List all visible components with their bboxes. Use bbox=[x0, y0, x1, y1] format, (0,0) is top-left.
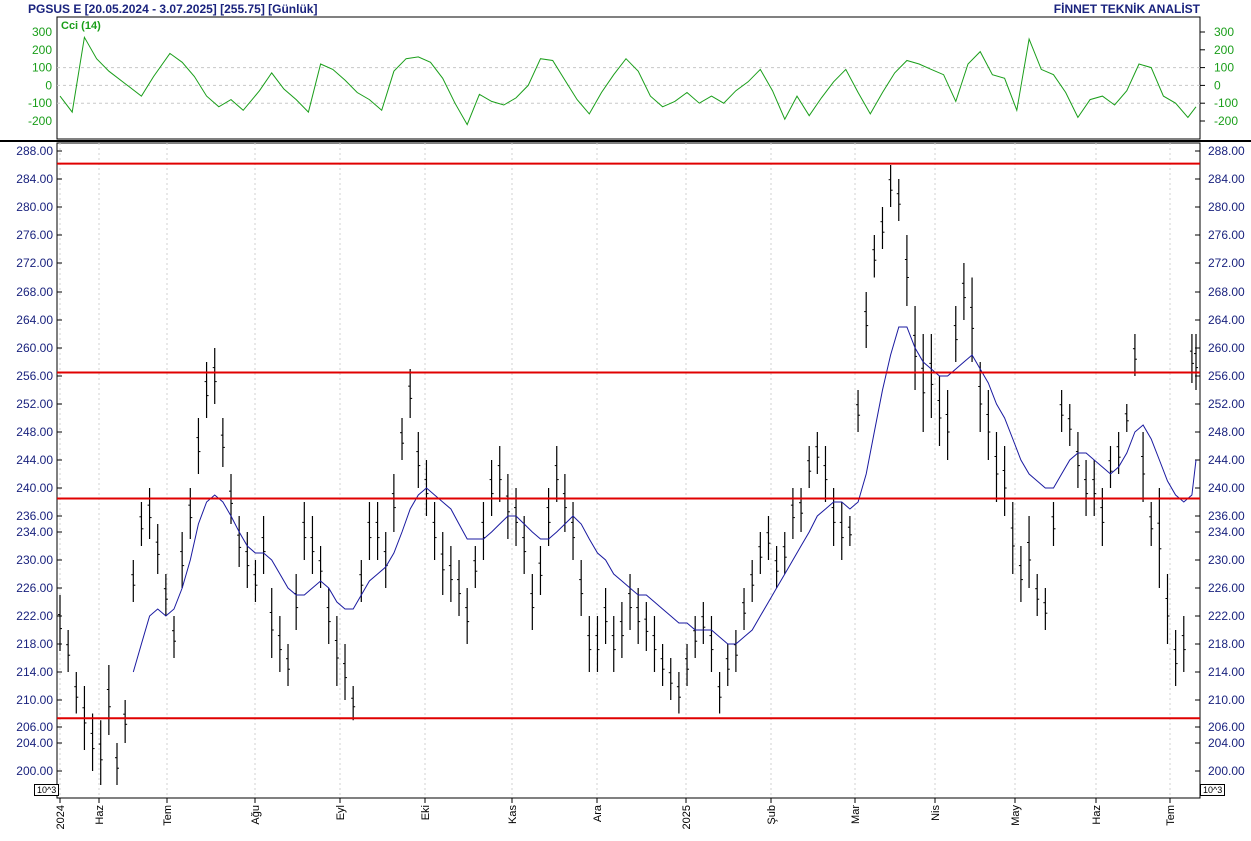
price-tick-label: 218.00 bbox=[16, 637, 53, 651]
price-tick-label: 244.00 bbox=[1208, 453, 1245, 467]
horizontal-levels bbox=[57, 162, 1200, 720]
price-tick-label: 236.00 bbox=[16, 509, 53, 523]
price-vertical-gridlines bbox=[59, 143, 1171, 798]
time-axis-label: Tem bbox=[1165, 805, 1177, 826]
cci-tick-label: -200 bbox=[1214, 114, 1238, 128]
cci-tick-label: -200 bbox=[28, 114, 52, 128]
price-tick-label: 272.00 bbox=[16, 256, 53, 270]
cci-tick-label: 300 bbox=[32, 25, 52, 39]
price-tick-label: 284.00 bbox=[16, 172, 53, 186]
price-tick-label: 210.00 bbox=[16, 693, 53, 707]
price-tick-label: 214.00 bbox=[16, 665, 53, 679]
price-tick-label: 222.00 bbox=[16, 609, 53, 623]
time-axis-label: Eki bbox=[420, 805, 432, 820]
price-tick-label: 222.00 bbox=[1208, 609, 1245, 623]
price-tick-label: 272.00 bbox=[1208, 256, 1245, 270]
chart-header-brand: FİNNET TEKNİK ANALİST bbox=[1053, 2, 1200, 16]
price-tick-label: 284.00 bbox=[1208, 172, 1245, 186]
price-tick-label: 260.00 bbox=[16, 341, 53, 355]
price-tick-label: 252.00 bbox=[16, 397, 53, 411]
time-axis-label: Mar bbox=[850, 805, 862, 824]
price-tick-label: 234.00 bbox=[16, 525, 53, 539]
cci-tick-label: -100 bbox=[1214, 96, 1238, 110]
price-tick-label: 280.00 bbox=[16, 200, 53, 214]
time-axis-label: Tem bbox=[162, 805, 174, 826]
price-tick-label: 264.00 bbox=[16, 313, 53, 327]
price-exponent-label-right: 10^3 bbox=[1200, 784, 1226, 796]
price-tick-label: 206.00 bbox=[16, 720, 53, 734]
cci-axis-left: 300 200 100 0 -100 -200 bbox=[28, 25, 52, 128]
time-axis-label: 2024 bbox=[55, 805, 67, 829]
price-tick-label: 280.00 bbox=[1208, 200, 1245, 214]
price-tick-label: 240.00 bbox=[1208, 481, 1245, 495]
price-tick-label: 200.00 bbox=[16, 764, 53, 778]
price-tick-label: 200.00 bbox=[1208, 764, 1245, 778]
price-tick-label: 230.00 bbox=[1208, 553, 1245, 567]
price-tick-label: 226.00 bbox=[1208, 581, 1245, 595]
price-tick-label: 256.00 bbox=[16, 369, 53, 383]
price-axis-left: 288.00 284.00 280.00 276.00 272.00 268.00 264.… bbox=[16, 144, 62, 778]
price-tick-label: 264.00 bbox=[1208, 313, 1245, 327]
price-tick-label: 248.00 bbox=[16, 425, 53, 439]
price-tick-label: 252.00 bbox=[1208, 397, 1245, 411]
cci-panel-frame bbox=[56, 16, 1201, 140]
price-axis-right: 288.00 284.00 280.00 276.00 272.00 268.00 264.… bbox=[1195, 144, 1245, 778]
cci-series-line bbox=[59, 35, 1197, 126]
price-tick-label: 204.00 bbox=[16, 736, 53, 750]
moving-average-line bbox=[132, 326, 1197, 673]
cci-tick-label: 100 bbox=[32, 61, 52, 75]
cci-tick-label: 200 bbox=[1214, 43, 1234, 57]
price-tick-label: 240.00 bbox=[16, 481, 53, 495]
cci-axis-right: 300 200 100 0 -100 -200 bbox=[1200, 25, 1238, 128]
price-tick-label: 248.00 bbox=[1208, 425, 1245, 439]
time-axis-label: May bbox=[1010, 805, 1022, 826]
price-tick-label: 276.00 bbox=[1208, 228, 1245, 242]
cci-tick-label: 0 bbox=[1214, 78, 1221, 92]
price-tick-label: 230.00 bbox=[16, 553, 53, 567]
price-tick-label: 268.00 bbox=[16, 285, 53, 299]
price-tick-label: 256.00 bbox=[1208, 369, 1245, 383]
price-tick-label: 288.00 bbox=[16, 144, 53, 158]
chart-header-title: PGSUS E [20.05.2024 - 3.07.2025] [255.75… bbox=[28, 2, 318, 16]
time-axis: 2024 Haz Tem Ağu Eyl Eki Kas Ara 2025 Şub Mar Nis Ma… bbox=[55, 798, 1177, 829]
price-tick-label: 236.00 bbox=[1208, 509, 1245, 523]
time-axis-label: Şub bbox=[766, 805, 778, 825]
price-tick-label: 206.00 bbox=[1208, 720, 1245, 734]
price-tick-label: 234.00 bbox=[1208, 525, 1245, 539]
time-axis-label: Haz bbox=[94, 805, 106, 825]
cci-tick-label: -100 bbox=[28, 96, 52, 110]
price-tick-label: 204.00 bbox=[1208, 736, 1245, 750]
price-tick-label: 260.00 bbox=[1208, 341, 1245, 355]
price-tick-label: 226.00 bbox=[16, 581, 53, 595]
time-axis-label: 2025 bbox=[681, 805, 693, 829]
time-axis-label: Eyl bbox=[335, 805, 347, 820]
price-tick-label: 218.00 bbox=[1208, 637, 1245, 651]
price-exponent-label-left: 10^3 bbox=[34, 784, 60, 796]
cci-tick-label: 0 bbox=[45, 78, 52, 92]
price-tick-label: 288.00 bbox=[1208, 144, 1245, 158]
cci-tick-label: 300 bbox=[1214, 25, 1234, 39]
time-axis-label: Ağu bbox=[250, 805, 262, 825]
time-axis-label: Kas bbox=[507, 805, 519, 824]
price-tick-label: 214.00 bbox=[1208, 665, 1245, 679]
cci-tick-label: 200 bbox=[32, 43, 52, 57]
price-tick-label: 210.00 bbox=[1208, 693, 1245, 707]
price-tick-label: 276.00 bbox=[16, 228, 53, 242]
cci-tick-label: 100 bbox=[1214, 61, 1234, 75]
time-axis-label: Nis bbox=[930, 805, 942, 821]
cci-gridlines bbox=[57, 67, 1200, 104]
cci-indicator-label: Cci (14) bbox=[61, 20, 101, 32]
price-tick-label: 268.00 bbox=[1208, 285, 1245, 299]
time-axis-label: Ara bbox=[592, 804, 604, 822]
time-axis-label: Haz bbox=[1091, 805, 1103, 825]
price-tick-label: 244.00 bbox=[16, 453, 53, 467]
